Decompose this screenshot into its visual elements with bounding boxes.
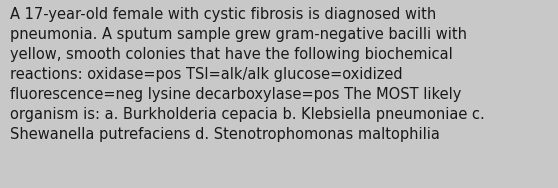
Text: A 17-year-old female with cystic fibrosis is diagnosed with
pneumonia. A sputum : A 17-year-old female with cystic fibrosi… <box>10 7 485 142</box>
